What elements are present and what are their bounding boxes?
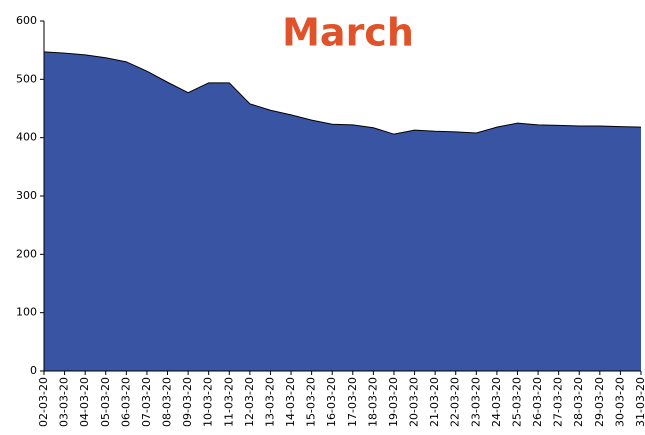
x-tick-label: 18-03-20 [366,377,379,427]
x-tick-label: 31-03-20 [634,377,645,427]
x-tick-label: 19-03-20 [387,377,400,427]
x-tick-label: 11-03-20 [222,377,235,427]
x-tick-label: 23-03-20 [469,377,482,427]
x-tick-label: 12-03-20 [243,377,256,427]
x-tick-label: 15-03-20 [305,377,318,427]
x-tick-label: 17-03-20 [346,377,359,427]
x-tick-label: 29-03-20 [593,377,606,427]
y-tick-label: 400 [16,131,37,144]
x-tick-label: 21-03-20 [428,377,441,427]
x-tick-label: 26-03-20 [531,377,544,427]
x-tick-label: 03-03-20 [58,377,71,427]
y-tick-label: 100 [16,306,37,319]
y-tick-label: 200 [16,247,37,260]
x-tick-label: 04-03-20 [78,377,91,427]
x-tick-label: 27-03-20 [552,377,565,427]
x-tick-label: 05-03-20 [99,377,112,427]
x-tick-label: 28-03-20 [572,377,585,427]
x-tick-label: 06-03-20 [119,377,132,427]
x-tick-label: 08-03-20 [161,377,174,427]
x-tick-label: 30-03-20 [613,377,626,427]
y-tick-label: 500 [16,72,37,85]
x-tick-label: 10-03-20 [202,377,215,427]
area-line [43,51,642,135]
x-tick-label: 25-03-20 [510,377,523,427]
x-tick-label: 09-03-20 [181,377,194,427]
x-tick-label: 22-03-20 [449,377,462,427]
y-tick-label: 300 [16,189,37,202]
y-tick-label: 600 [16,14,37,27]
x-tick-label: 13-03-20 [263,377,276,427]
x-tick-label: 24-03-20 [490,377,503,427]
x-tick-label: 16-03-20 [325,377,338,427]
x-tick-label: 02-03-20 [37,377,50,427]
area [44,51,641,372]
x-tick-label: 07-03-20 [140,377,153,427]
y-tick-label: 0 [30,364,37,377]
x-tick-label: 20-03-20 [408,377,421,427]
x-tick-label: 14-03-20 [284,377,297,427]
chart-title: March [282,11,414,55]
